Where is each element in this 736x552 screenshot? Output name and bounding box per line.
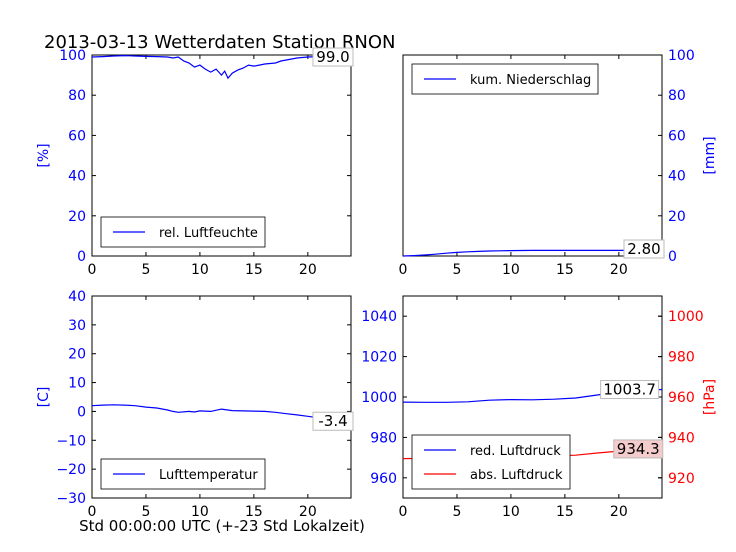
y-tick-label-right: 20 — [668, 209, 686, 225]
annotation-box — [623, 239, 665, 259]
annotation-label: -3.4 — [318, 412, 347, 430]
y-tick-label-right: 980 — [668, 350, 695, 366]
legend-label: rel. Luftfeuchte — [159, 226, 258, 241]
y-tick-label-right: 940 — [668, 430, 695, 446]
annotation-label: 1003.7 — [603, 381, 656, 399]
y-tick-label-right: 960 — [668, 390, 695, 406]
series-line-rel-luftfeuchte — [91, 54, 352, 80]
panel-temperature: 0 5 10 15 20 −30 −20 −10 0 10 20 30 40 [C] -3.4 Lufttem… — [36, 289, 354, 520]
x-tick-label: 15 — [245, 504, 263, 520]
y-axis-label-right: [mm] — [702, 136, 718, 174]
y-tick-label-right: 100 — [668, 48, 695, 64]
x-tick-label: 0 — [399, 262, 408, 278]
y-tick-label-left: 40 — [68, 169, 86, 185]
annotation-label: 934.3 — [617, 440, 660, 458]
legend-label: kum. Niederschlag — [470, 73, 591, 88]
x-tick-label: 10 — [502, 262, 520, 278]
legend-box — [411, 434, 571, 490]
y-tick-label-right: 40 — [668, 169, 686, 185]
y-tick-label-right: 60 — [668, 128, 686, 144]
y-tick-label-left: 0 — [77, 404, 86, 420]
x-tick-label: 15 — [556, 504, 574, 520]
x-tick-label: 15 — [245, 262, 263, 278]
y-tick-label-left: 20 — [68, 209, 86, 225]
x-tick-label: 15 — [556, 262, 574, 278]
annotation-box — [312, 411, 354, 431]
figure-xlabel: Std 00:00:00 UTC (+-23 Std Lokalzeit) — [79, 517, 365, 535]
y-tick-label-left: −20 — [56, 462, 86, 478]
x-tick-label: 0 — [399, 504, 408, 520]
y-tick-label-right: 920 — [668, 471, 695, 487]
series-line-lufttemperatur — [91, 404, 352, 422]
y-axis-label-left: [C] — [36, 387, 52, 408]
y-tick-label-left: 980 — [370, 430, 397, 446]
y-tick-label-left: −10 — [56, 433, 86, 449]
x-tick-label: 0 — [88, 504, 97, 520]
y-axis-label-right: [hPa] — [702, 379, 718, 415]
panel-precipitation: 0 5 10 15 20 0 20 40 60 80 100 [mm] 2.80 kum. Nieders… — [399, 48, 718, 278]
y-tick-label-left: 80 — [68, 88, 86, 104]
series-line-kum-niederschlag — [402, 249, 662, 257]
y-tick-label-left: 40 — [68, 289, 86, 305]
x-tick-label: 5 — [141, 504, 150, 520]
y-tick-label-right: 1000 — [668, 309, 704, 325]
y-tick-label-left: 100 — [59, 48, 86, 64]
annotation-label: 2.80 — [627, 240, 660, 258]
annotation-box — [600, 380, 660, 400]
x-tick-label: 5 — [452, 262, 461, 278]
annotation-box — [312, 47, 354, 67]
x-tick-label: 5 — [141, 262, 150, 278]
x-tick-label: 10 — [191, 504, 209, 520]
annotation-box — [613, 439, 664, 459]
x-tick-label: 10 — [502, 504, 520, 520]
x-tick-label: 20 — [299, 504, 317, 520]
panel-pressure: 0 5 10 15 20 960 980 1000 1020 1040 920 940 960 980 10… — [361, 295, 718, 520]
x-tick-label: 20 — [299, 262, 317, 278]
legend-box — [100, 458, 266, 490]
legend-box — [411, 63, 599, 95]
y-tick-label-right: 0 — [668, 249, 677, 265]
y-tick-label-left: 0 — [77, 249, 86, 265]
y-tick-label-left: 30 — [68, 318, 86, 334]
x-tick-label: 20 — [610, 504, 628, 520]
y-tick-label-left: 20 — [68, 347, 86, 363]
x-tick-label: 20 — [610, 262, 628, 278]
y-tick-label-left: 1040 — [361, 309, 397, 325]
y-tick-label-left: 60 — [68, 128, 86, 144]
y-tick-label-left: −30 — [56, 491, 86, 507]
y-tick-label-right: 80 — [668, 88, 686, 104]
y-tick-label-left: 1020 — [361, 350, 397, 366]
x-tick-label: 0 — [88, 262, 97, 278]
x-tick-label: 5 — [452, 504, 461, 520]
y-tick-label-left: 10 — [68, 376, 86, 392]
x-tick-label: 10 — [191, 262, 209, 278]
legend-label: Lufttemperatur — [159, 468, 258, 483]
panel-humidity: 0 5 10 15 20 0 20 40 60 80 100 [%] 99.0 rel. Luftfeuc… — [36, 47, 354, 278]
annotation-label: 99.0 — [316, 48, 349, 66]
y-tick-label-left: 960 — [370, 471, 397, 487]
legend-label: red. Luftdruck — [470, 444, 561, 459]
figure-title: 2013-03-13 Wetterdaten Station RNON — [44, 32, 395, 53]
y-axis-label-left: [%] — [36, 143, 52, 167]
legend-label: abs. Luftdruck — [470, 468, 563, 483]
y-tick-label-left: 1000 — [361, 390, 397, 406]
